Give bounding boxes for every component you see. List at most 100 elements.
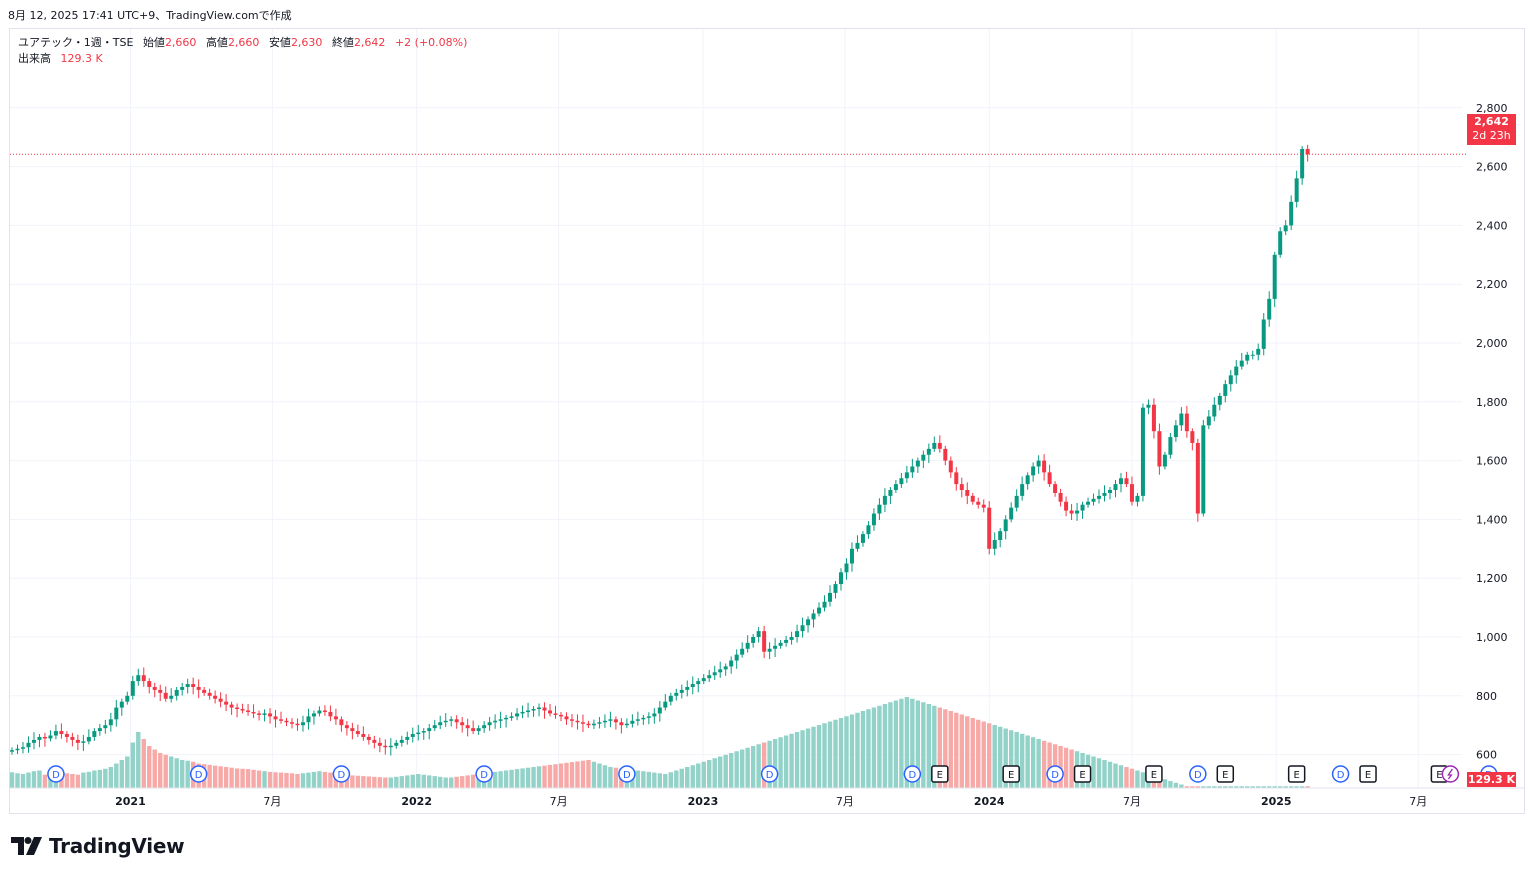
symbol-label[interactable]: ユアテック・1週・TSE [18, 36, 134, 49]
x-tick-label: 7月 [836, 795, 854, 808]
earnings-marker [1287, 765, 1306, 783]
candle-body [1195, 442, 1200, 514]
volume-bar [1135, 770, 1140, 788]
volume-bar [92, 770, 97, 788]
volume-bar [635, 770, 641, 788]
volume-bar [1305, 786, 1310, 788]
volume-bar [772, 739, 778, 788]
volume-bar [503, 770, 509, 788]
volume-bar [1008, 730, 1014, 788]
volume-bar [1107, 761, 1113, 788]
candle-body [399, 739, 404, 743]
candle-body [1190, 431, 1195, 443]
volume-bar [805, 728, 811, 788]
volume-bar [613, 767, 619, 788]
candle-body [789, 637, 794, 640]
volume-bar [608, 767, 613, 788]
y-tick-label: 1,000 [1476, 631, 1508, 644]
volume-bar [943, 709, 948, 788]
split-marker-icon [1447, 768, 1453, 780]
volume-bar [1261, 786, 1266, 788]
candle-body [1294, 178, 1299, 202]
volume-bar [1179, 784, 1184, 788]
volume-bar [119, 760, 124, 788]
candle-body [1239, 360, 1244, 367]
volume-bar [438, 776, 443, 788]
volume-bar [838, 718, 844, 788]
volume-bar [536, 766, 542, 788]
candle-body [1261, 319, 1266, 349]
volume-bar [965, 716, 970, 788]
volume-bar [1206, 786, 1212, 788]
volume-bar [954, 712, 959, 788]
dividend-marker [760, 765, 779, 783]
x-tick-label: 7月 [1123, 795, 1141, 808]
volume-bar [674, 770, 679, 788]
candle-body [1086, 501, 1091, 505]
candle-body [729, 660, 734, 667]
volume-bar [273, 772, 278, 788]
volume-bar [75, 774, 81, 788]
volume-bar [987, 723, 992, 788]
volume-bar [992, 725, 997, 788]
volume-bar [15, 773, 20, 788]
volume-bar [26, 772, 31, 788]
y-tick-label: 1,400 [1476, 513, 1508, 526]
volume-tag: 129.3 K [1467, 772, 1516, 787]
volume-bar [498, 771, 503, 788]
volume-bar [668, 772, 673, 788]
candle-body [646, 716, 651, 718]
volume-bar [223, 767, 229, 788]
volume-bar [948, 711, 953, 788]
candle-body [471, 728, 476, 732]
volume-bar [531, 767, 536, 788]
volume-bar [212, 765, 218, 788]
candle-body [344, 725, 349, 729]
volume-bar [509, 769, 514, 788]
candle-body [1047, 472, 1052, 485]
volume-bar [1168, 781, 1173, 788]
candle-body [15, 748, 20, 751]
candle-body [520, 711, 525, 714]
volume-bar [745, 747, 750, 788]
candle-body [1003, 519, 1008, 532]
candle-body [449, 719, 454, 721]
dividend-marker-label: D [195, 770, 203, 781]
volume-bar [553, 764, 558, 788]
candle-body [1228, 375, 1233, 385]
y-tick-label: 2,800 [1476, 102, 1508, 115]
candle-body [987, 507, 992, 549]
volume-bar [262, 771, 267, 788]
candle-body [311, 713, 316, 717]
volume-bar [888, 702, 893, 788]
candle-body [509, 716, 514, 718]
candle-body [355, 731, 360, 735]
volume-bar [70, 774, 75, 788]
legend-volume-row: 出来高 129.3 K [18, 51, 467, 67]
candle-body [246, 710, 251, 712]
volume-bar [372, 776, 377, 788]
volume-bar [427, 775, 432, 788]
chart-frame[interactable] [9, 28, 1525, 814]
change-value: +2 (+0.08%) [394, 36, 468, 49]
candle-body [910, 466, 915, 473]
volume-bar [860, 711, 866, 788]
volume-bar [723, 754, 728, 788]
dividend-marker [189, 765, 208, 783]
candle-body [740, 648, 745, 655]
candle-body [26, 742, 31, 748]
candle-body [1053, 484, 1058, 493]
candle-body [416, 732, 421, 735]
volume-bar [1288, 786, 1294, 788]
volume-bar [657, 773, 663, 788]
volume-bar [564, 762, 569, 788]
volume-bar [207, 764, 212, 788]
volume-bar [64, 773, 70, 788]
tradingview-logo[interactable]: TradingView [11, 834, 185, 858]
candle-body [1173, 425, 1178, 438]
candle-body [937, 442, 942, 449]
volume-bar [855, 712, 860, 788]
volume-bar [1299, 786, 1305, 788]
volume-bar [1272, 786, 1277, 788]
